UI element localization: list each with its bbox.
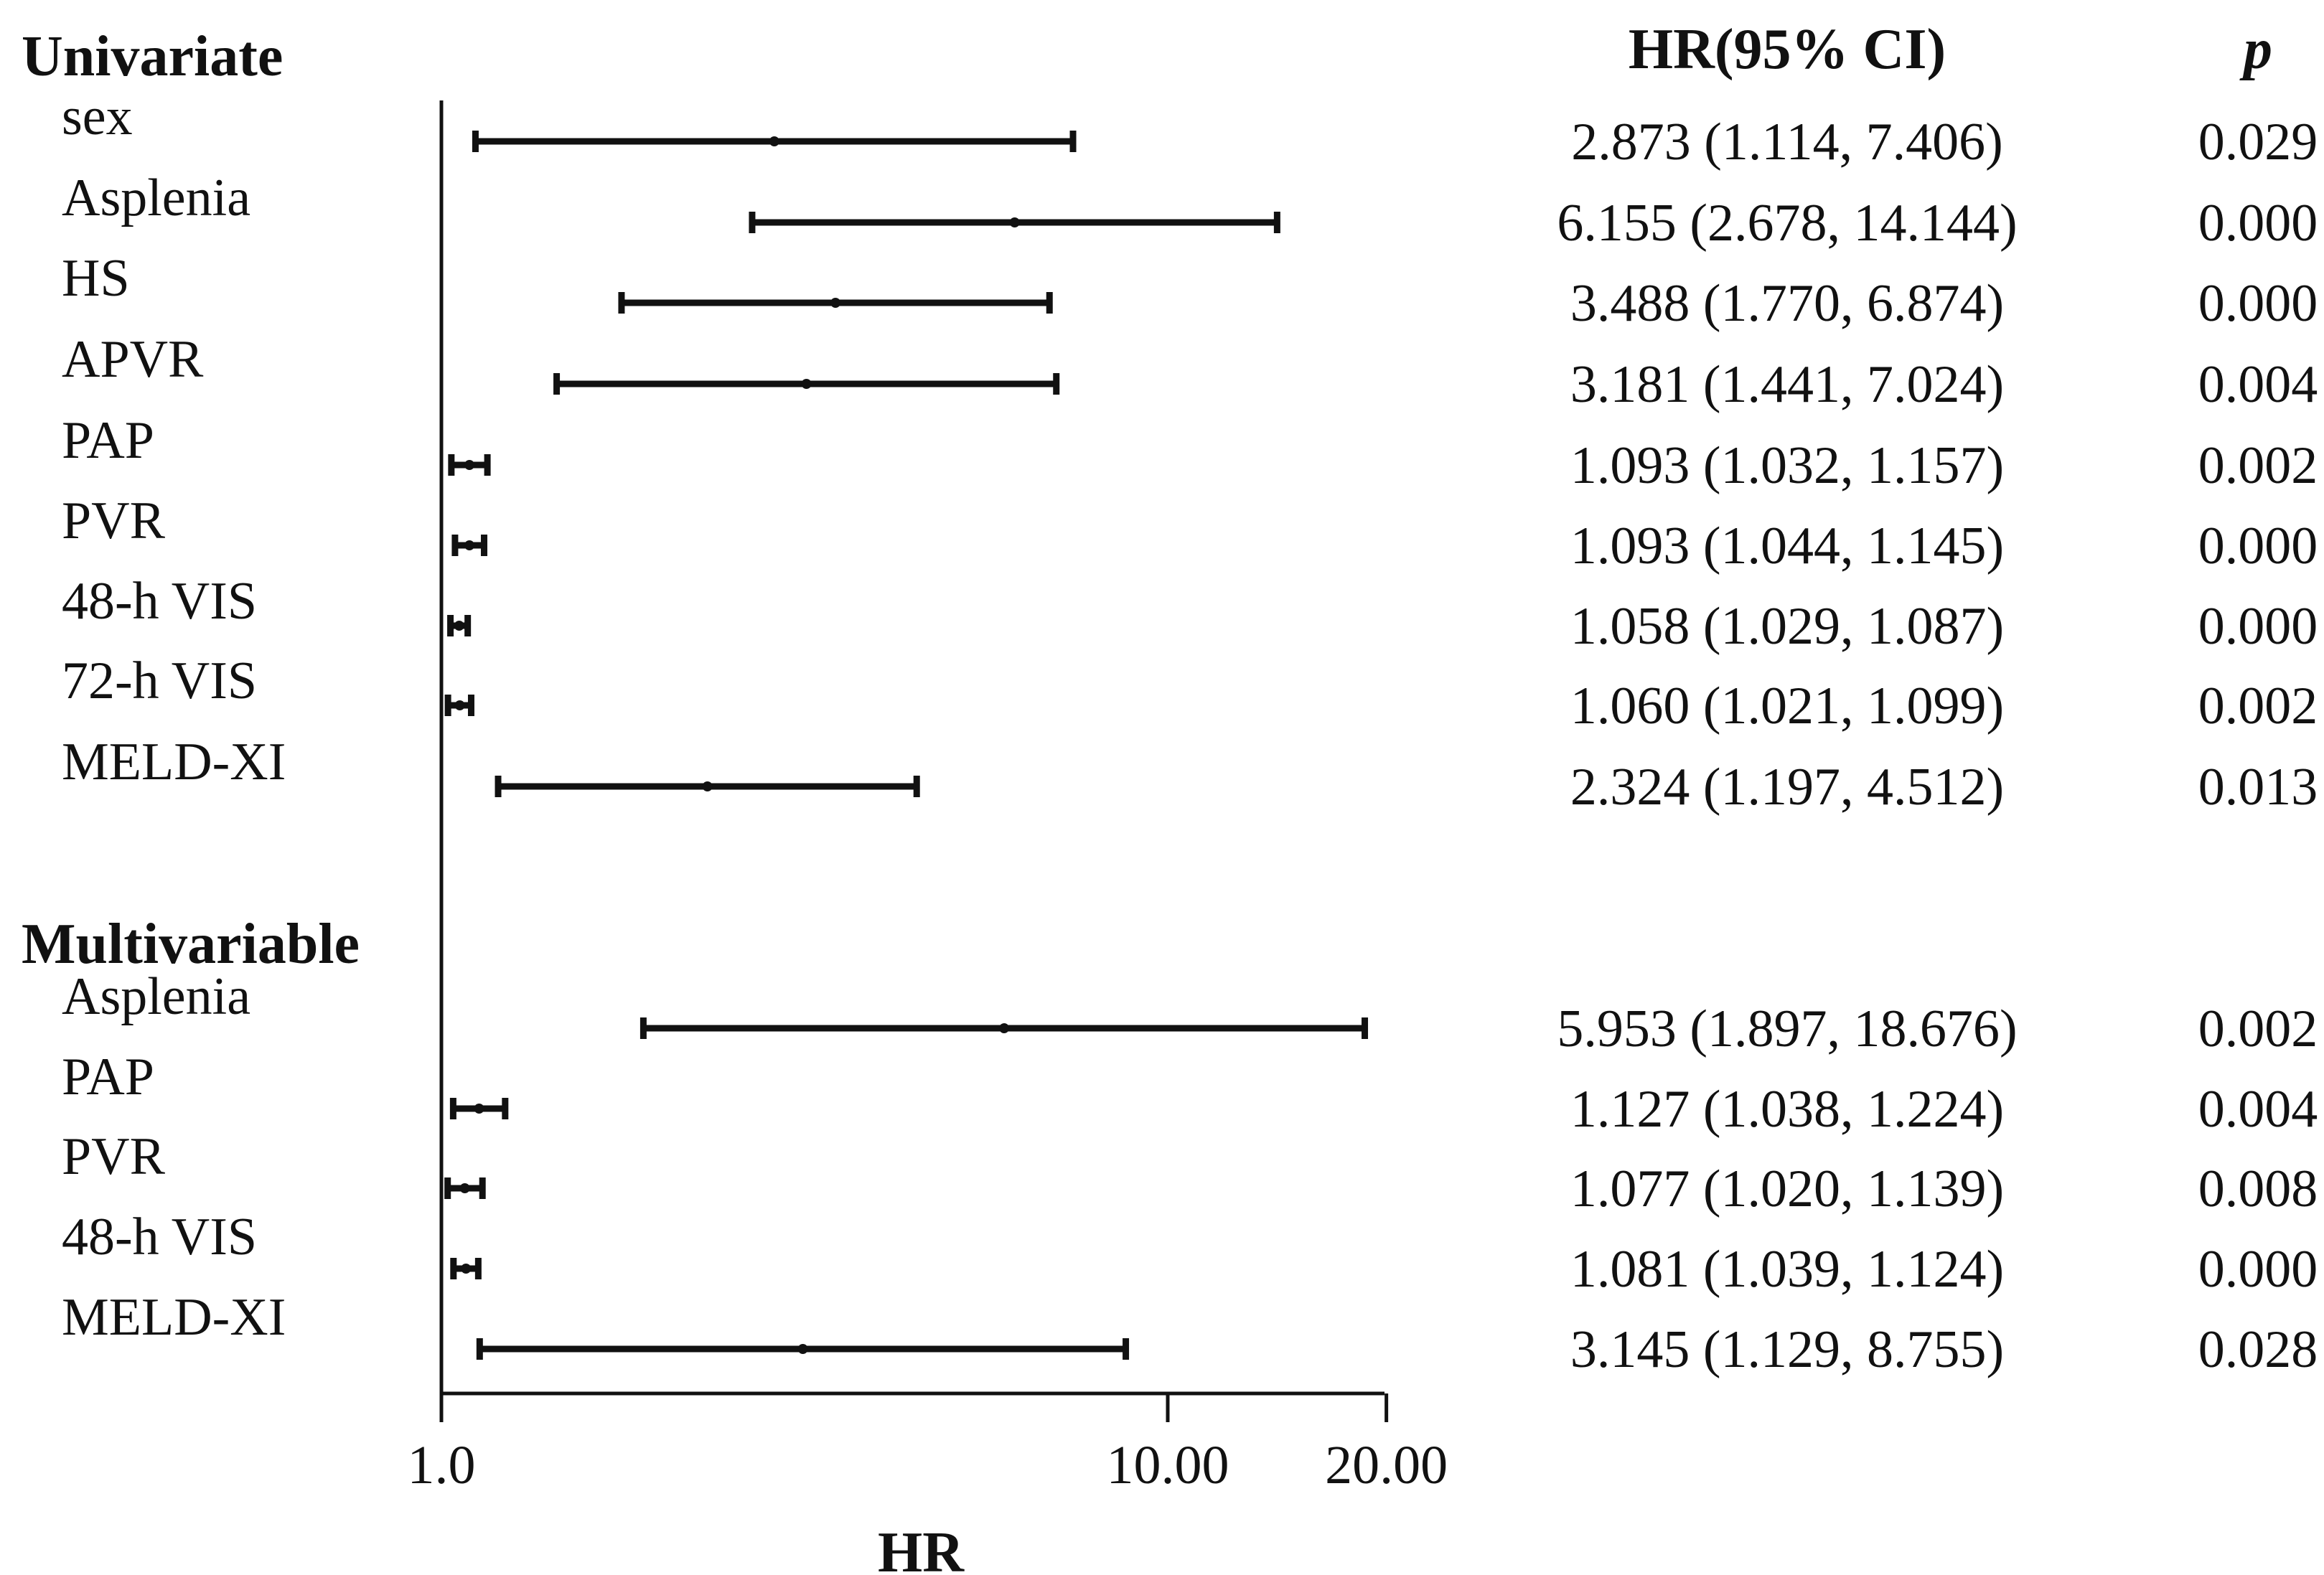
- hr-point: [464, 540, 475, 550]
- p-value: 0.004: [2198, 1080, 2318, 1139]
- hr-point: [999, 1023, 1010, 1033]
- hr-point: [1009, 217, 1020, 227]
- p-value: 0.008: [2198, 1160, 2318, 1218]
- hr-point: [454, 700, 465, 710]
- hr-point: [830, 298, 841, 308]
- ci-value: 1.081 (1.039, 1.124): [1570, 1240, 2004, 1299]
- hr-point: [474, 1104, 484, 1114]
- p-value: 0.002: [2198, 436, 2318, 495]
- x-tick-label: 10.00: [1107, 1435, 1229, 1495]
- x-tick-label: 20.00: [1325, 1435, 1448, 1495]
- ci-value: 2.324 (1.197, 4.512): [1570, 758, 2004, 817]
- row-label: PVR: [62, 1127, 166, 1186]
- section-header: Univariate: [22, 25, 283, 88]
- row-label: PAP: [62, 1048, 154, 1106]
- hr-point: [461, 1264, 472, 1274]
- x-tick-label: 1.0: [408, 1435, 476, 1495]
- p-value: 0.000: [2198, 194, 2318, 253]
- ci-value: 1.093 (1.044, 1.145): [1570, 517, 2004, 575]
- row-label: HS: [62, 249, 130, 308]
- hr-point: [459, 1183, 470, 1193]
- row-label: PVR: [62, 492, 166, 550]
- row-label: Asplenia: [62, 169, 250, 227]
- row-label: APVR: [62, 330, 204, 389]
- hr-point: [464, 460, 475, 470]
- p-value: 0.004: [2198, 355, 2318, 414]
- ci-value: 1.077 (1.020, 1.139): [1570, 1160, 2004, 1218]
- row-label: 72-h VIS: [62, 652, 257, 710]
- p-column-header: p: [2239, 18, 2272, 81]
- p-value: 0.013: [2198, 758, 2318, 817]
- value-table: HR(95% CI) p 2.873 (1.114, 7.406) 0.029 6.…: [1557, 18, 2318, 1379]
- ci-value: 1.058 (1.029, 1.087): [1570, 597, 2004, 656]
- x-axis-ticks: 1.0 10.00 20.00: [408, 1393, 1448, 1495]
- hr-point: [769, 136, 779, 146]
- ci-value: 1.060 (1.021, 1.099): [1570, 677, 2004, 735]
- p-value: 0.000: [2198, 517, 2318, 575]
- p-value: 0.000: [2198, 1240, 2318, 1299]
- hr-point: [702, 781, 713, 791]
- ci-value: 6.155 (2.678, 14.144): [1557, 194, 2017, 253]
- hr-point: [801, 379, 812, 389]
- row-label: MELD-XI: [62, 1288, 286, 1347]
- row-label: MELD-XI: [62, 733, 286, 791]
- p-value: 0.000: [2198, 597, 2318, 656]
- plot-area: 1.0 10.00 20.00: [408, 100, 1448, 1495]
- ci-column-header: HR(95% CI): [1629, 18, 1946, 81]
- p-value: 0.028: [2198, 1320, 2318, 1379]
- p-value: 0.029: [2198, 113, 2318, 171]
- ci-value: 1.127 (1.038, 1.224): [1570, 1080, 2004, 1139]
- row-label: sex: [62, 88, 133, 146]
- ci-value: 2.873 (1.114, 7.406): [1571, 113, 2003, 171]
- row-label: 48-h VIS: [62, 572, 257, 631]
- row-label: 48-h VIS: [62, 1208, 257, 1266]
- ci-value: 1.093 (1.032, 1.157): [1570, 436, 2004, 495]
- section-header: Multivariable: [22, 913, 360, 976]
- p-value: 0.002: [2198, 1000, 2318, 1058]
- ci-value: 3.145 (1.129, 8.755): [1570, 1320, 2004, 1379]
- p-value: 0.000: [2198, 274, 2318, 333]
- ci-value: 3.488 (1.770, 6.874): [1570, 274, 2004, 333]
- x-axis-label: HR: [878, 1521, 965, 1575]
- ci-value: 5.953 (1.897, 18.676): [1557, 1000, 2017, 1058]
- hr-point: [797, 1344, 808, 1354]
- row-label: PAP: [62, 411, 154, 470]
- row-label: Asplenia: [62, 967, 250, 1026]
- hr-point: [454, 621, 464, 631]
- ci-bars: [444, 131, 1369, 1360]
- ci-value: 3.181 (1.441, 7.024): [1570, 355, 2004, 414]
- p-value: 0.002: [2198, 677, 2318, 735]
